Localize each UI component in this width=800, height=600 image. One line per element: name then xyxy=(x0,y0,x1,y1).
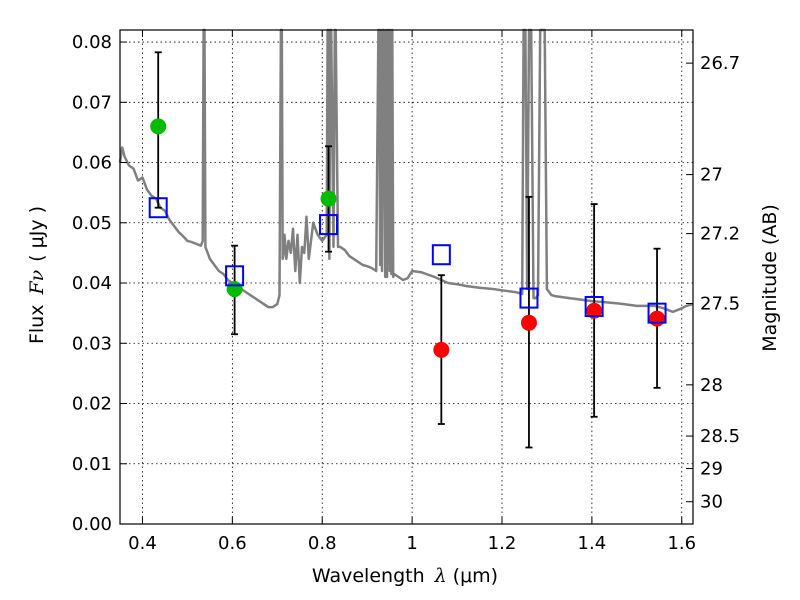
model-flux-square xyxy=(225,265,245,287)
y2-tick-label: 29 xyxy=(700,459,723,480)
y-tick-label: 0.07 xyxy=(72,92,112,113)
model-spectrum-line xyxy=(118,28,694,314)
x-tick-label: 0.4 xyxy=(128,533,157,554)
model-flux-square xyxy=(148,197,168,219)
x-tick-label: 0.8 xyxy=(308,533,337,554)
x-axis-label: Wavelength λ (μm) xyxy=(312,565,498,587)
green-data-point xyxy=(226,281,243,298)
y-tick-label: 0.08 xyxy=(72,32,112,53)
squares-layer xyxy=(148,197,667,324)
red-data-point xyxy=(520,314,537,331)
model-flux-square xyxy=(519,287,539,309)
model-spectrum-layer xyxy=(118,28,694,314)
y-tick-label: 0.04 xyxy=(72,273,112,294)
model-flux-square xyxy=(584,296,604,318)
errorbars-layer xyxy=(154,51,661,449)
x-ticks: 0.4 0.6 0.8 1 1.2 1.4 1.6 xyxy=(128,30,696,554)
y-axis-label: FluxFν( μJy ) xyxy=(26,206,48,344)
y2-tick-label: 30 xyxy=(700,492,723,513)
y-tick-label: 0.00 xyxy=(72,514,112,535)
y2-tick-label: 28 xyxy=(700,375,723,396)
model-flux-square xyxy=(431,244,451,266)
y-tick-label: 0.05 xyxy=(72,213,112,234)
model-flux-square xyxy=(319,214,339,236)
y-tick-label: 0.06 xyxy=(72,153,112,174)
y2-tick-label: 27.5 xyxy=(700,294,740,315)
y2-axis-label: Magnitude (AB) xyxy=(759,204,781,352)
x-tick-label: 1.4 xyxy=(578,533,607,554)
y2-tick-label: 28.5 xyxy=(700,426,740,447)
grid-lines xyxy=(120,30,693,525)
red-data-point xyxy=(649,310,666,327)
x-tick-label: 0.6 xyxy=(218,533,247,554)
y2-tick-label: 27 xyxy=(700,165,723,186)
plot-frame xyxy=(119,29,694,525)
x-tick-label: 1.6 xyxy=(667,533,696,554)
green-data-point xyxy=(150,118,167,135)
x-tick-label: 1 xyxy=(406,533,417,554)
y2-tick-label: 26.7 xyxy=(700,53,740,74)
red-data-point xyxy=(433,341,450,358)
y-tick-label: 0.02 xyxy=(72,394,112,415)
red-data-point xyxy=(586,302,603,319)
green-data-point xyxy=(320,190,337,207)
points-layer xyxy=(150,118,666,358)
x-tick-label: 1.2 xyxy=(488,533,517,554)
y-tick-label: 0.01 xyxy=(72,454,112,475)
model-flux-square xyxy=(647,302,667,324)
y-tick-label: 0.03 xyxy=(72,333,112,354)
y2-tick-label: 27.2 xyxy=(700,224,740,245)
y-ticks: 0.00 0.01 0.02 0.03 0.04 0.05 0.06 0.07 0.08 xyxy=(72,32,127,535)
y2-ticks: 26.7 27 27.2 27.5 28 28.5 29 30 xyxy=(686,53,740,513)
